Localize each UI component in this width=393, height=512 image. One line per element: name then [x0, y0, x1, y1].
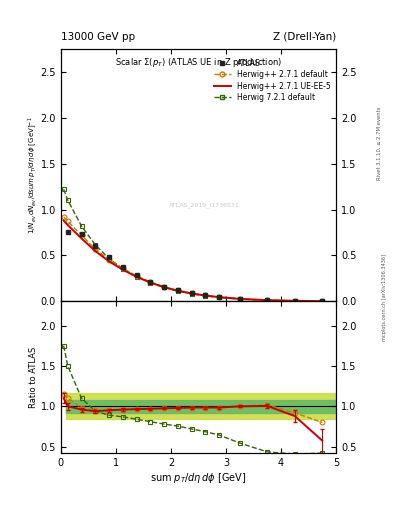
- Text: ATLAS_2019_I1736531: ATLAS_2019_I1736531: [169, 203, 239, 208]
- Text: 13000 GeV pp: 13000 GeV pp: [61, 32, 135, 42]
- Y-axis label: $1/N_{ev}\,dN_{ev}/dsum\,p_T/d\eta\,d\phi\;[\mathrm{GeV}]^{-1}$: $1/N_{ev}\,dN_{ev}/dsum\,p_T/d\eta\,d\ph…: [26, 116, 39, 234]
- Bar: [66, 393, 336, 419]
- Text: Scalar $\Sigma(p_T)$ (ATLAS UE in Z production): Scalar $\Sigma(p_T)$ (ATLAS UE in Z prod…: [115, 56, 282, 69]
- X-axis label: sum $p_T/d\eta\,d\phi$ [GeV]: sum $p_T/d\eta\,d\phi$ [GeV]: [150, 471, 247, 485]
- Y-axis label: Ratio to ATLAS: Ratio to ATLAS: [29, 347, 38, 408]
- Bar: [66, 400, 336, 413]
- Text: Rivet 3.1.10, ≥ 2.7M events: Rivet 3.1.10, ≥ 2.7M events: [377, 106, 382, 180]
- Text: mcplots.cern.ch [arXiv:1306.3436]: mcplots.cern.ch [arXiv:1306.3436]: [382, 253, 387, 340]
- Text: Z (Drell-Yan): Z (Drell-Yan): [273, 32, 336, 42]
- Legend: ATLAS, Herwig++ 2.7.1 default, Herwig++ 2.7.1 UE-EE-5, Herwig 7.2.1 default: ATLAS, Herwig++ 2.7.1 default, Herwig++ …: [213, 57, 332, 103]
